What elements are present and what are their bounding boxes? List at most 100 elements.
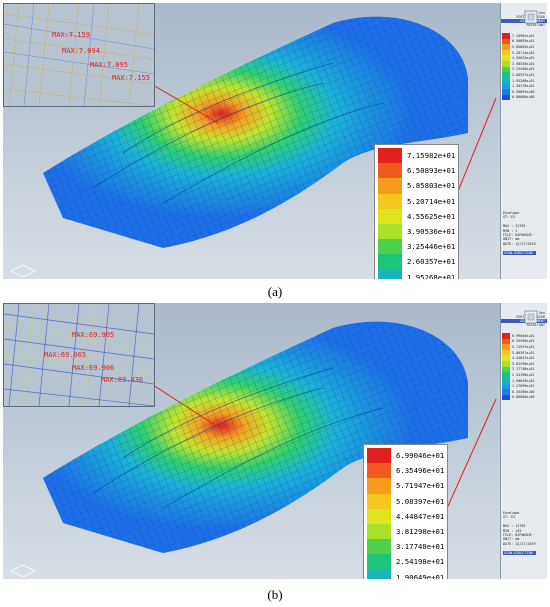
legend-swatch <box>378 178 402 194</box>
max-label-2: MAX:7.094 <box>62 47 100 55</box>
sidebar-legend-value: 2.54198e+01 <box>512 372 535 377</box>
sidebar-legend-swatch <box>502 83 510 89</box>
sidebar-legend-swatch <box>502 33 510 39</box>
legend-swatch <box>378 148 402 164</box>
legend-value: 7.15982e+01 <box>407 151 456 161</box>
sidebar-legend-swatch <box>502 72 510 78</box>
sidebar-legend-value: 6.35496e+00 <box>512 389 535 394</box>
sidebar-info-line: DATE: 12/27/2019 <box>503 241 536 246</box>
legend-swatch <box>367 539 391 555</box>
legend-row: 5.20714e+01 <box>378 193 456 209</box>
legend-swatch <box>367 448 391 464</box>
axis-triad-icon <box>10 264 36 278</box>
sidebar-legend-swatch <box>502 77 510 84</box>
view-cube-icon[interactable] <box>521 307 541 327</box>
sidebar-legend-value: 6.50893e+00 <box>512 89 535 94</box>
legend-swatch <box>367 463 391 479</box>
legend-row: 2.54198e+01 <box>367 554 444 570</box>
sidebar-legend-swatch <box>502 394 510 401</box>
sidebar-legend-value: 1.90649e+01 <box>512 378 535 383</box>
sidebar-legend-value: 5.08397e+01 <box>512 350 535 355</box>
color-legend-b: 6.99046e+01 6.35496e+01 5.71947e+01 5.08397… <box>363 444 449 579</box>
sidebar-legend-swatch <box>502 366 510 373</box>
sidebar-legend-row: 1.90649e+01 <box>502 377 535 384</box>
sidebar-legend-value: 1.95268e+01 <box>512 78 535 83</box>
sidebar-legend-row: 3.17748e+01 <box>502 366 534 373</box>
sidebar-legend-value: 4.44847e+01 <box>512 356 535 361</box>
caption-a: (a) <box>267 284 283 299</box>
caption-b: (b) <box>267 587 283 602</box>
legend-row: 3.17748e+01 <box>367 539 445 555</box>
sidebar-legend-row: 1.27099e+01 <box>502 383 534 389</box>
sidebar-legend-value: 2.60357e+01 <box>512 72 535 77</box>
legend-value: 3.81298e+01 <box>396 527 445 537</box>
legend-swatch <box>367 569 391 579</box>
sidebar-info-line: MAX : 11703 <box>503 224 526 229</box>
sidebar-info-line: ST: E2 <box>503 515 516 520</box>
legend-value: 3.25446e+01 <box>407 242 456 252</box>
sidebar-legend-swatch <box>502 55 510 61</box>
result-sidebar-b: midas Gen POST-PROCESSOR DISPLACEMENT RE… <box>500 303 547 579</box>
sidebar-legend-row: 6.99046e+01 <box>502 333 534 339</box>
legend-swatch <box>378 269 402 279</box>
sidebar-legend-value: 3.90536e+01 <box>512 61 535 66</box>
detail-inset-a: MAX:7.159 MAX:7.094 MAX:7.095 MAX:7.155 <box>3 3 155 107</box>
legend-row: 6.50893e+01 <box>378 163 455 179</box>
sidebar-legend-swatch <box>502 383 510 389</box>
sidebar-legend-value: 3.81298e+01 <box>512 361 535 366</box>
view-cube-icon[interactable] <box>521 7 541 27</box>
legend-row: 3.25446e+01 <box>378 239 456 255</box>
legend-row: 4.55625e+01 <box>378 208 456 224</box>
sidebar-legend-swatch <box>502 388 510 395</box>
sidebar-legend-swatch <box>502 88 510 95</box>
structure-model-a <box>10 16 497 278</box>
legend-row: 6.99046e+01 <box>367 448 445 464</box>
legend-row: 2.60357e+01 <box>378 254 456 270</box>
sidebar-info-line: VIEW-DIRECTION <box>503 250 536 256</box>
legend-row: 3.81298e+01 <box>367 523 445 540</box>
sidebar-info-line: ST: E2 <box>503 215 516 220</box>
legend-value: 2.60357e+01 <box>407 257 456 267</box>
legend-row: 6.35496e+01 <box>367 463 445 479</box>
legend-swatch <box>367 493 391 509</box>
legend-value: 6.99046e+01 <box>396 451 445 461</box>
max-label-1: MAX:7.159 <box>52 31 90 39</box>
legend-value: 5.08397e+01 <box>396 496 445 506</box>
legend-swatch <box>378 254 402 270</box>
max-label-3: MAX:69.906 <box>72 364 115 372</box>
sidebar-info-line: MAX : 11703 <box>503 524 526 529</box>
sidebar-legend-row: 5.20714e+01 <box>502 49 534 56</box>
sidebar-info-a: Envelope ST: E2 MAX : 11703 MIN : 1 FILE: D… <box>503 211 536 256</box>
sidebar-info-line: DATE: 12/27/2019 <box>503 541 536 546</box>
legend-swatch <box>367 508 391 524</box>
sidebar-legend-row: 1.30179e+01 <box>502 83 534 89</box>
legend-value: 3.90536e+01 <box>407 227 456 237</box>
axis-triad-icon <box>10 564 36 578</box>
sidebar-info-line: MIN : 1 <box>503 228 518 233</box>
sidebar-info-line: VIEW-DIRECTION <box>503 550 536 556</box>
sidebar-info-line: UNIT: mm <box>503 537 520 542</box>
sidebar-legend-row: 1.95268e+01 <box>502 77 535 84</box>
legend-swatch <box>378 193 402 209</box>
legend-row: 5.71947e+01 <box>367 478 444 494</box>
result-sidebar-a: midas Gen POST-PROCESSOR DISPLACEMENT RE… <box>500 3 547 279</box>
sidebar-legend-row: 3.25446e+01 <box>502 66 534 73</box>
sidebar-info-line: Envelope <box>503 211 520 215</box>
legend-row: 7.15982e+01 <box>378 148 456 164</box>
sidebar-legend-value: 5.85803e+01 <box>512 44 535 49</box>
legend-swatch <box>378 239 402 255</box>
legend-swatch <box>367 523 391 540</box>
sidebar-legend-swatch <box>502 377 510 384</box>
legend-row: 5.08397e+01 <box>367 493 445 509</box>
legend-value: 6.35496e+01 <box>396 466 445 476</box>
legend-row: 1.90649e+01 <box>367 569 444 579</box>
sidebar-legend-swatch <box>502 344 510 350</box>
legend-swatch <box>367 554 391 570</box>
legend-swatch <box>378 208 402 224</box>
sidebar-legend-swatch <box>502 338 510 345</box>
sidebar-legend-row: 0.00000e+00 <box>502 394 534 401</box>
legend-value: 3.17748e+01 <box>396 542 445 552</box>
sidebar-legend-row: 3.81298e+01 <box>502 360 535 367</box>
legend-value: 5.20714e+01 <box>407 196 456 206</box>
legend-value: 4.55625e+01 <box>407 211 456 221</box>
